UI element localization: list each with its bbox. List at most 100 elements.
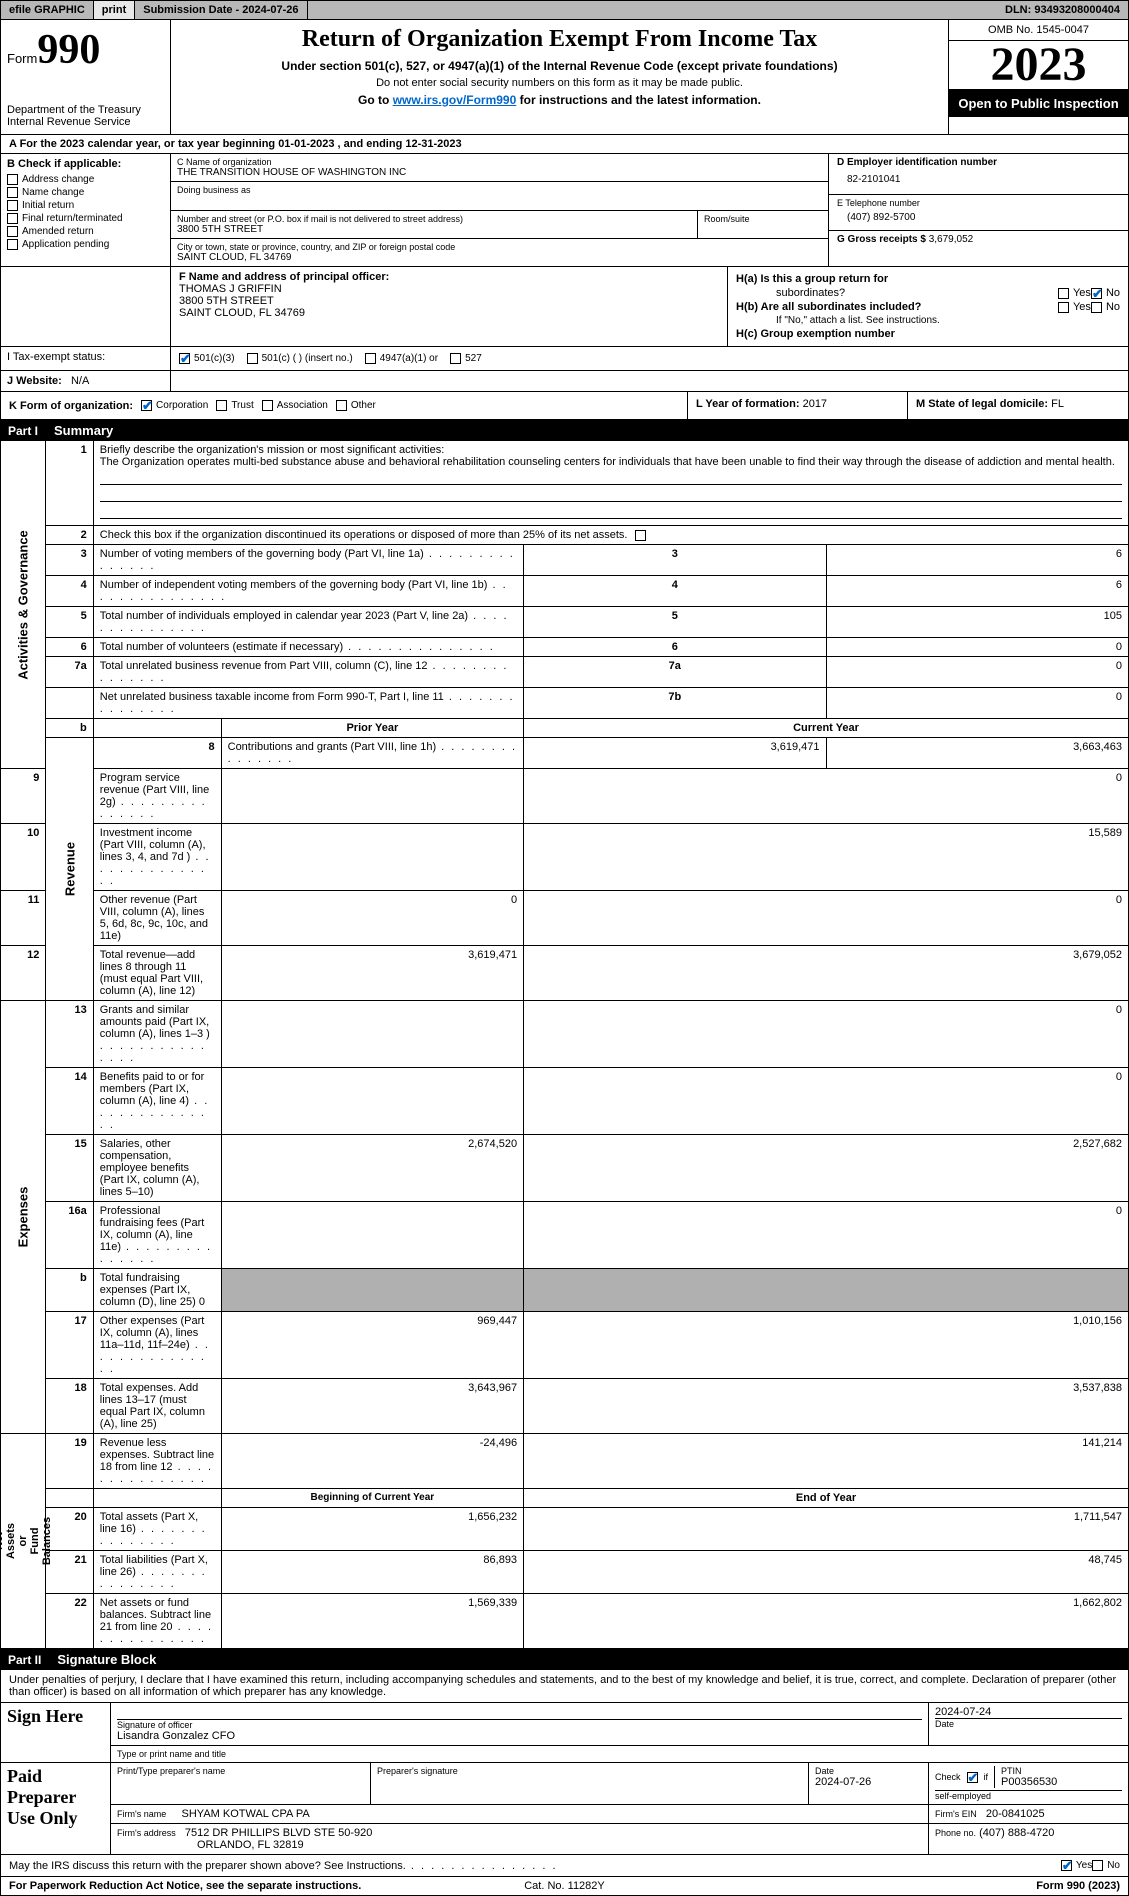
street: 3800 5TH STREET [177,224,691,235]
col-c: C Name of organization THE TRANSITION HO… [171,154,828,266]
k-form-org: K Form of organization: Corporation Trus… [1,392,688,419]
c17: 1,010,156 [524,1312,1129,1379]
l19: Revenue less expenses. Subtract line 18 … [93,1434,221,1489]
checkbox-icon [1092,1860,1103,1871]
c13: 0 [524,1001,1129,1068]
chk-address-change[interactable]: Address change [7,174,164,185]
ln2: 2 [46,526,93,545]
ha-no[interactable]: No [1091,287,1120,299]
print-button[interactable]: print [94,1,135,19]
header-left: Form990 Department of the Treasury Inter… [1,20,171,134]
chk-assoc[interactable]: Association [262,400,328,411]
officer-name: THOMAS J GRIFFIN [179,283,719,295]
sig-officer-label: Signature of officer [117,1720,922,1730]
ln7b [46,688,93,719]
section-j: J Website: N/A [0,371,1129,392]
p13 [221,1001,523,1068]
p9 [221,769,523,824]
l15: Salaries, other compensation, employee b… [93,1135,221,1202]
section-bc: B Check if applicable: Address change Na… [0,154,1129,267]
chk-501c3[interactable]: 501(c)(3) [179,353,235,364]
chk-4947[interactable]: 4947(a)(1) or [365,353,438,364]
chk-501c[interactable]: 501(c) ( ) (insert no.) [247,353,353,364]
header-right: OMB No. 1545-0047 2023 Open to Public In… [948,20,1128,134]
j-spacer [171,371,1128,391]
chk-trust[interactable]: Trust [216,400,253,411]
checkbox-icon[interactable] [635,530,646,541]
c15: 2,527,682 [524,1135,1129,1202]
subtitle-3: Go to www.irs.gov/Form990 for instructio… [177,93,942,107]
city-row: City or town, state or province, country… [171,239,828,266]
p16b [221,1269,523,1312]
efile-label: efile GRAPHIC [1,1,94,19]
part2-title: Signature Block [57,1652,156,1667]
department: Department of the Treasury Internal Reve… [7,104,164,128]
p18: 3,643,967 [221,1379,523,1434]
discuss-yes[interactable]: Yes [1061,1860,1092,1871]
col-b: B Check if applicable: Address change Na… [1,154,171,266]
header-mid: Return of Organization Exempt From Incom… [171,20,948,134]
c16a: 0 [524,1202,1129,1269]
subtitle-2: Do not enter social security numbers on … [177,77,942,89]
prep-sig-cell: Preparer's signature [371,1763,809,1805]
l4-desc: Number of independent voting members of … [93,576,523,607]
goto-post: for instructions and the latest informat… [516,93,761,107]
chk-527[interactable]: 527 [450,353,482,364]
p14 [221,1068,523,1135]
ha-yes[interactable]: Yes [1058,287,1091,299]
e-phone: E Telephone number (407) 892-5700 [829,195,1128,231]
street-cell: Number and street (or P.O. box if mail i… [171,211,698,238]
irs-discuss-row: May the IRS discuss this return with the… [0,1855,1129,1877]
chk-amended[interactable]: Amended return [7,226,164,237]
sig-date-cell: 2024-07-24 Date [929,1703,1129,1746]
checkbox-icon [7,174,18,185]
form-title: Return of Organization Exempt From Incom… [177,26,942,53]
irs-link[interactable]: www.irs.gov/Form990 [393,93,517,107]
checkbox-icon[interactable] [967,1772,978,1783]
ptin-cell: Check if PTIN P00356530 self-employed [929,1763,1129,1805]
chk-other[interactable]: Other [336,400,376,411]
l7a-desc: Total unrelated business revenue from Pa… [93,657,523,688]
phone: (407) 892-5700 [837,208,1120,227]
addr-label: Number and street (or P.O. box if mail i… [177,214,691,224]
chk-name-change[interactable]: Name change [7,187,164,198]
c21: 48,745 [524,1551,1129,1594]
chk-corp[interactable]: Corporation [141,400,208,411]
dba-label: Doing business as [177,185,822,195]
l22: Net assets or fund balances. Subtract li… [93,1594,221,1649]
sig-date: 2024-07-24 [935,1706,1122,1719]
prep-date-cell: Date2024-07-26 [809,1763,929,1805]
l8: Contributions and grants (Part VIII, lin… [221,738,523,769]
l2-desc: Check this box if the organization disco… [93,526,1128,545]
checkbox-icon [365,353,376,364]
l1-desc: Briefly describe the organization's miss… [93,441,1128,526]
hb-yes[interactable]: Yes [1058,301,1091,313]
l14: Benefits paid to or for members (Part IX… [93,1068,221,1135]
ln6: 6 [46,638,93,657]
l9: Program service revenue (Part VIII, line… [93,769,221,824]
side-rev: Revenue [46,738,93,1001]
l7b-desc: Net unrelated business taxable income fr… [93,688,523,719]
j-label: J Website: N/A [1,371,171,391]
chk-app-pending[interactable]: Application pending [7,239,164,250]
chk-initial-return[interactable]: Initial return [7,200,164,211]
section-fh: F Name and address of principal officer:… [0,267,1129,347]
p21: 86,893 [221,1551,523,1594]
form-num: 990 [37,27,100,73]
form-number: Form990 [7,26,164,74]
m-state: M State of legal domicile: FL [908,392,1128,419]
part2-bar: Part II Signature Block [0,1649,1129,1670]
checkbox-icon [262,400,273,411]
chk-final-return[interactable]: Final return/terminated [7,213,164,224]
hb-no[interactable]: No [1091,301,1120,313]
submission-date: Submission Date - 2024-07-26 [135,1,307,19]
c22: 1,662,802 [524,1594,1129,1649]
sig-line[interactable] [117,1706,922,1720]
discuss-no[interactable]: No [1092,1860,1120,1871]
p15: 2,674,520 [221,1135,523,1202]
part1-label: Part I [8,424,38,438]
top-bar: efile GRAPHIC print Submission Date - 20… [0,0,1129,20]
c-name-row: C Name of organization THE TRANSITION HO… [171,154,828,182]
checkbox-icon [1091,288,1102,299]
v3: 6 [826,545,1129,576]
